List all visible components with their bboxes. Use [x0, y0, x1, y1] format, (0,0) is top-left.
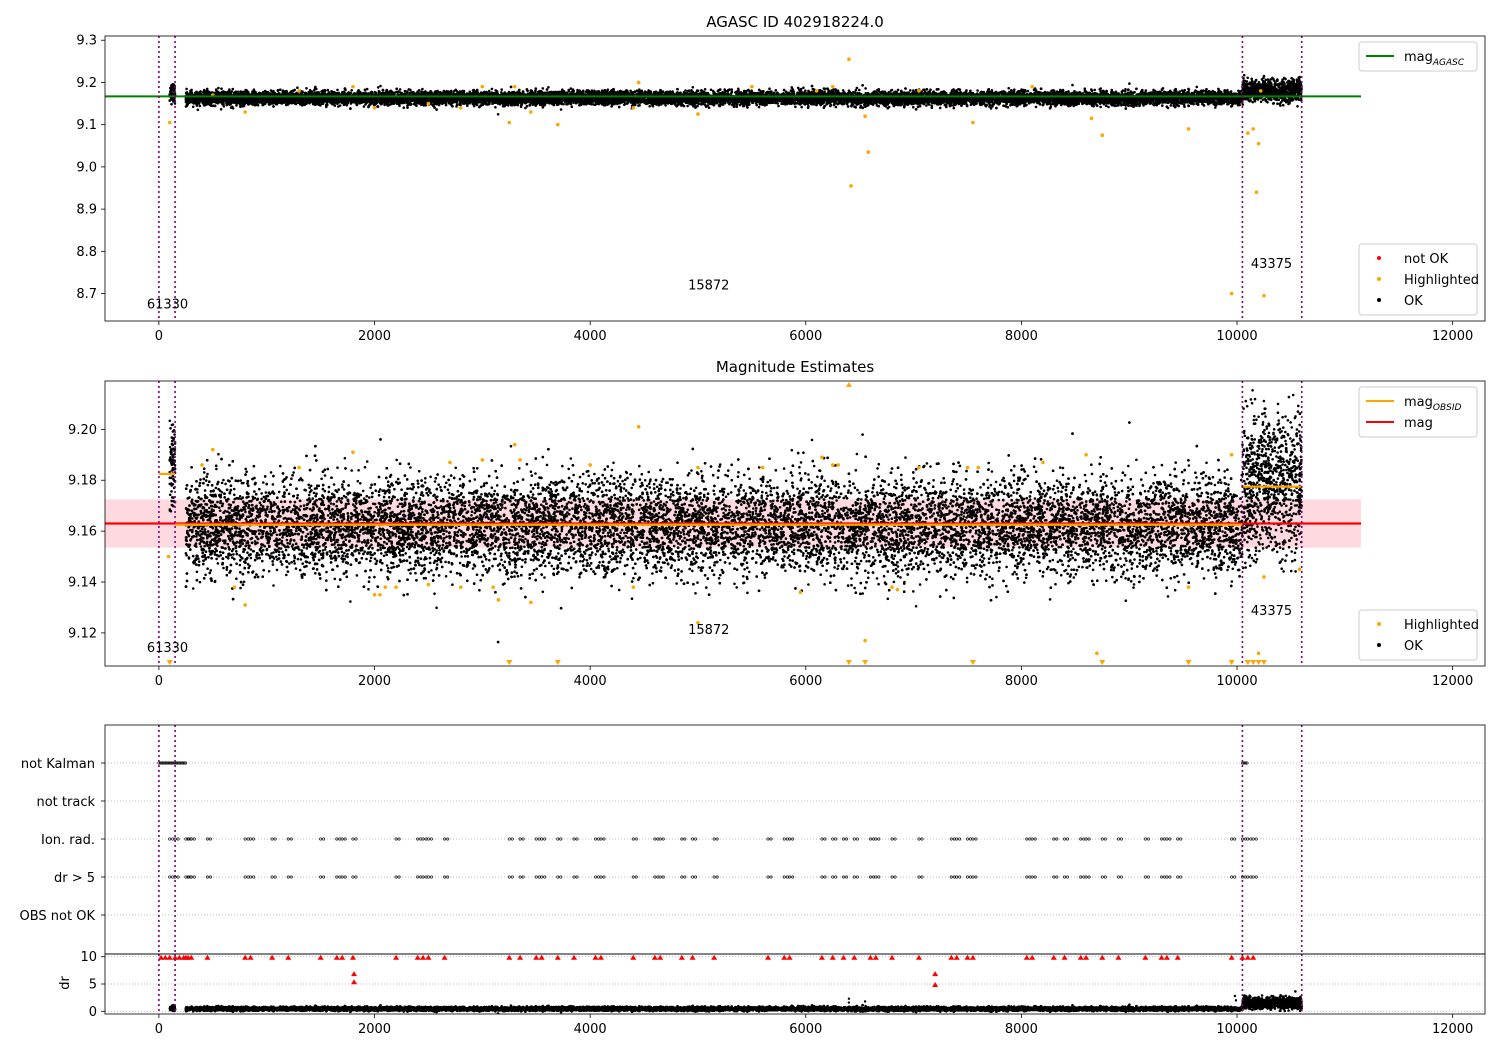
ok-point	[168, 99, 171, 102]
ok-point	[219, 108, 223, 111]
ok-point	[172, 92, 175, 96]
ok-point	[276, 88, 280, 92]
ok-point	[171, 83, 174, 86]
ok-point	[170, 92, 173, 95]
ok-point	[525, 104, 529, 108]
ok-point	[421, 87, 424, 91]
ok-point	[170, 97, 173, 100]
ok-point	[750, 89, 753, 92]
ok-point	[381, 88, 385, 92]
ok-point	[376, 86, 380, 89]
ok-point	[313, 89, 316, 92]
ok-point	[841, 89, 845, 92]
ok-point	[172, 89, 175, 92]
panel-agasc-marks	[105, 57, 1362, 298]
ok-point	[731, 103, 734, 107]
ok-point	[969, 89, 972, 93]
ok-point	[196, 108, 200, 112]
ok-point	[1107, 105, 1110, 109]
ok-point	[1009, 103, 1012, 107]
ok-point	[185, 87, 188, 91]
ok-point	[222, 105, 226, 108]
ok-point	[858, 88, 861, 92]
ok-point	[777, 104, 780, 108]
ok-point	[1034, 105, 1038, 109]
ok-point	[507, 90, 511, 94]
ok-point	[170, 102, 173, 106]
ok-point	[172, 98, 175, 102]
panel-agasc-title: AGASC ID 402918224.0	[706, 13, 884, 31]
ok-point	[916, 105, 920, 109]
ok-point	[930, 104, 934, 107]
ok-point	[1083, 87, 1087, 90]
ok-point	[1093, 88, 1096, 92]
ok-point	[296, 86, 299, 89]
ok-point	[745, 89, 748, 93]
ok-point	[684, 89, 687, 92]
ok-point	[1099, 105, 1102, 109]
ok-point	[930, 106, 934, 109]
ok-point	[909, 89, 912, 92]
